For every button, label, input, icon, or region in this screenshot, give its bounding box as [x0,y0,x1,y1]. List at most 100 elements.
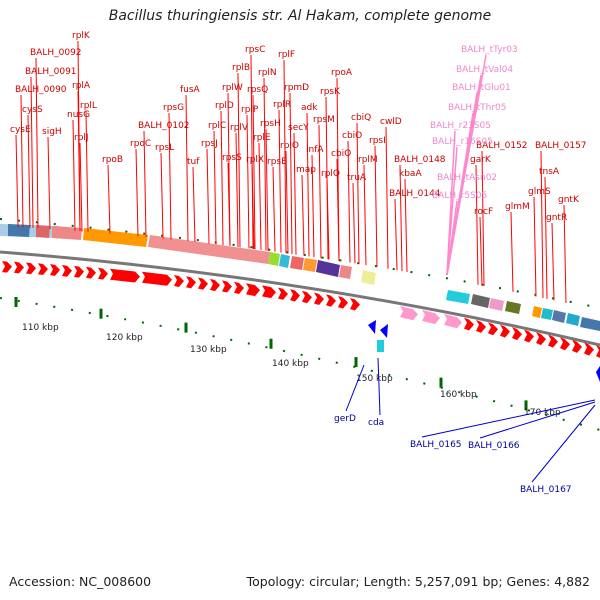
leader-line [192,166,196,243]
forward-gene-arrow [290,289,300,302]
gene-label: tuf [187,157,200,167]
leader-line [446,146,458,276]
leader-line [250,54,254,249]
leader-line [20,94,24,228]
reverse-gene-arrow [596,366,600,382]
leader-line [394,198,398,271]
rrna-label: BALH_tThr05 [448,103,507,113]
feature-box [489,298,504,311]
feature-box [52,226,82,240]
gene-label: cbiO [342,131,362,141]
leader-line [326,178,330,260]
leader-line [27,114,31,228]
reverse-gene-track [368,320,600,382]
forward-gene-arrow [464,317,474,331]
gene-label: garK [470,155,492,165]
feature-box-track [0,224,600,331]
scale-label: 170 kbp [524,408,561,418]
gene-label: adk [301,103,318,113]
gene-label: rpsI [369,136,386,146]
leader-line [421,399,596,438]
gene-label: rplA [72,81,91,91]
map-title: Bacillus thuringiensis str. Al Hakam, co… [108,8,492,24]
gene-label: cbiQ [351,113,371,123]
gene-label: tnsA [539,167,560,177]
gene-label: cysS [22,105,43,115]
leader-line [85,110,89,232]
forward-gene-arrow [500,324,510,338]
leader-line [252,94,256,250]
feature-box [290,256,304,270]
forward-gene-arrow [62,264,72,277]
leader-line [293,132,297,255]
forward-gene-arrow [326,294,336,307]
leader-line [47,136,51,229]
gene-label: rplW [222,83,243,93]
forward-gene-arrow [350,297,360,311]
forward-gene-arrow [422,309,440,325]
leader-line [72,119,76,231]
forward-gene-arrow [584,342,594,356]
leader-line [285,150,289,254]
gene-label: gntK [558,195,580,205]
reverse-gene-label: gerD [334,414,356,424]
forward-gene-arrow [476,319,486,333]
scale-label: 110 kbp [22,323,59,333]
reverse-gene-label: BALH_0167 [520,485,572,495]
forward-gene-arrow [488,322,498,336]
forward-gene-arrow [512,327,522,341]
leader-line [479,401,596,439]
leader-line [347,140,351,263]
leader-line [544,176,548,299]
leader-line [185,94,189,242]
leader-line [227,162,231,247]
leader-line [246,114,250,249]
leader-line [540,150,544,299]
gene-label: rpoC [130,139,151,149]
gene-label: BALH_0092 [30,48,82,58]
gene-label: glmS [528,187,551,197]
leader-line [143,130,147,237]
feature-box [552,310,566,323]
rrna-label: BALH_tTyr03 [461,45,518,55]
feature-box [148,235,270,264]
leader-line [336,158,340,261]
gene-label: truA [347,173,367,183]
leader-line [289,92,293,255]
leader-line [510,211,514,292]
forward-gene-arrow [14,261,24,274]
feature-box [316,260,340,277]
forward-gene-arrow [400,306,418,321]
rrna-label: BALH_r23S05 [430,121,491,131]
gene-label: rpsG [163,103,184,113]
leader-line [237,72,241,248]
forward-gene-arrow [246,283,260,297]
forward-gene-arrow [444,313,462,329]
gene-label: rplN [258,68,277,78]
leader-line [345,364,365,412]
gene-label: rplJ [74,133,89,143]
leader-line [160,152,164,239]
gene-label: rpmD [284,83,309,93]
forward-gene-arrow [2,261,12,273]
leader-line [551,222,555,301]
forward-gene-arrow [222,280,232,293]
gene-label: rplR [273,100,291,110]
scale-label: 140 kbp [272,359,309,369]
rrna-label: BALH_tVal04 [456,65,513,75]
feature-box [532,306,542,318]
leader-line [356,122,360,265]
forward-gene-arrow [110,268,140,283]
feature-box [580,317,600,331]
forward-gene-track [2,261,600,358]
leader-line [251,164,255,250]
forward-gene-arrow [524,329,534,343]
gene-label: rocF [474,207,493,217]
rrna-label: BALH_r5S05 [432,191,487,201]
leader-line [404,178,408,272]
gene-label: rpsJ [201,139,218,149]
gene-label: BALH_0091 [25,67,77,77]
gene-label: BALH_0148 [394,155,446,165]
gene-label: rplB [232,63,250,73]
